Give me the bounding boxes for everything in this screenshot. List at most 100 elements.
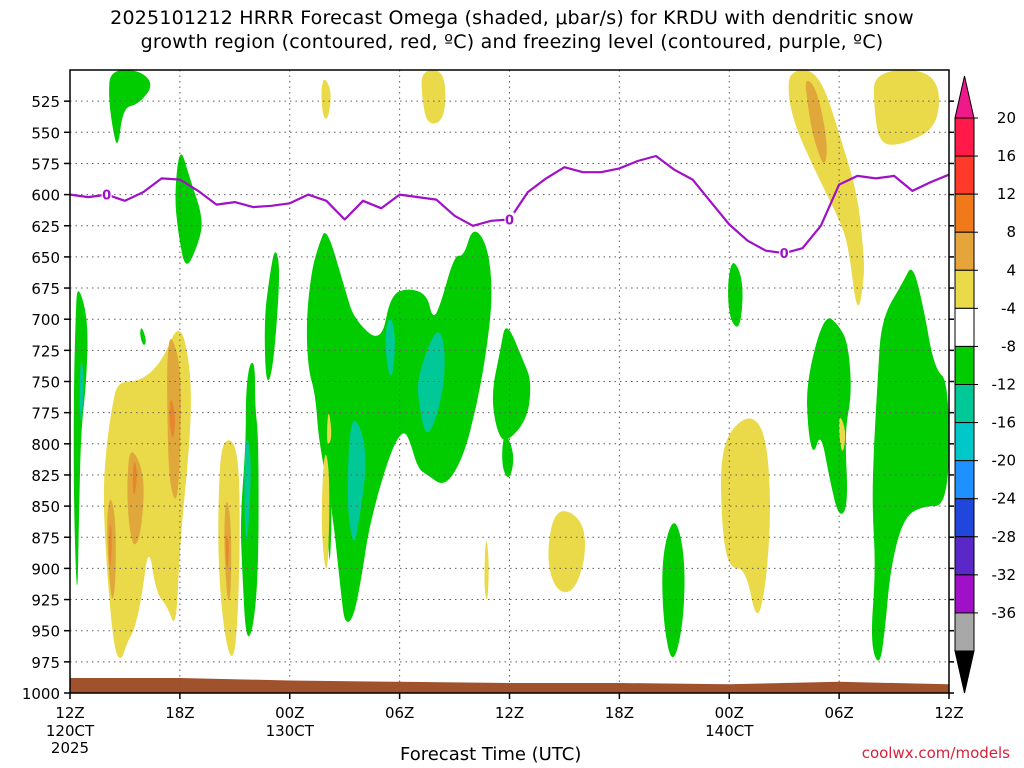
x-tick-label: 12Z xyxy=(495,704,524,722)
y-tick-label: 700 xyxy=(31,311,60,329)
omega-region-yellow xyxy=(548,511,585,593)
colorbar-label: -4 xyxy=(1001,299,1016,317)
x-tick-label: 06Z xyxy=(385,704,414,722)
freezing-label-bg xyxy=(504,212,515,227)
freezing-level-label: 0 xyxy=(102,189,111,204)
colorbar-segment xyxy=(954,498,975,538)
colorbar-label: -32 xyxy=(992,566,1017,584)
y-tick-label: 675 xyxy=(31,280,60,298)
omega-region-gold xyxy=(107,499,116,599)
colorbar-label: -24 xyxy=(992,490,1017,508)
freezing-level-contour: 0 0 0 xyxy=(69,154,950,262)
omega-region-orange xyxy=(169,400,176,438)
x-axis-label: Forecast Time (UTC) xyxy=(400,744,582,765)
colorbar-label: -8 xyxy=(1001,337,1016,355)
omega-region-yellow xyxy=(788,70,865,306)
omega-region-green xyxy=(140,328,146,345)
ground-level xyxy=(70,678,949,693)
omega-region-gold xyxy=(805,80,827,163)
omega-region-yellow xyxy=(484,541,489,600)
colorbar-segment xyxy=(954,384,975,424)
y-tick-label: 975 xyxy=(31,654,60,672)
x-tick-label: 00Z xyxy=(275,704,304,722)
omega-region-orange xyxy=(225,535,229,569)
y-tick-label: 750 xyxy=(31,374,60,392)
freezing-level-label: 0 xyxy=(780,247,789,262)
x-tick-label: 06Z xyxy=(824,704,853,722)
y-tick-label: 800 xyxy=(31,436,60,454)
omega-region-yellow xyxy=(421,70,446,124)
colorbar-label: -16 xyxy=(992,414,1017,432)
colorbar-segment xyxy=(954,231,975,271)
colorbar-segment xyxy=(954,536,975,576)
colorbar-segment xyxy=(954,345,975,385)
omega-region-teal xyxy=(385,318,395,376)
omega-region-yellow xyxy=(873,70,939,145)
y-tick-label: 925 xyxy=(31,592,60,610)
x-tick-label: 18Z xyxy=(605,704,634,722)
colorbar-segment xyxy=(954,117,975,157)
freezing-label-bg xyxy=(779,246,790,261)
omega-region-teal xyxy=(417,332,445,433)
x-tick-date: 130CT xyxy=(266,722,315,740)
x-tick-label: 12Z xyxy=(55,704,84,722)
colorbar-segment xyxy=(954,460,975,500)
colorbar-bottom-arrow xyxy=(954,650,975,694)
omega-region-orange xyxy=(108,523,112,567)
colorbar-label: 8 xyxy=(1006,223,1016,241)
omega-region-yellow xyxy=(839,418,846,451)
omega-region-yellow xyxy=(327,413,332,444)
y-tick-label: 850 xyxy=(31,498,60,516)
y-tick-label: 625 xyxy=(31,218,60,236)
y-tick-label: 900 xyxy=(31,560,60,578)
y-tick-label: 650 xyxy=(31,249,60,267)
x-tick-label: 12Z xyxy=(934,704,963,722)
colorbar-label: -28 xyxy=(992,528,1017,546)
colorbar-label: 16 xyxy=(997,147,1016,165)
omega-region-yellow xyxy=(720,418,770,614)
omega-region-teal xyxy=(79,361,84,421)
chart-title-line-1: 2025101212 HRRR Forecast Omega (shaded, … xyxy=(110,7,914,29)
omega-region-green xyxy=(492,328,531,440)
x-tick-label: 18Z xyxy=(165,704,194,722)
omega-region-green xyxy=(502,435,514,478)
colorbar-label: 12 xyxy=(997,185,1016,203)
colorbar-label: -20 xyxy=(992,452,1017,470)
omega-region-green xyxy=(728,263,743,327)
y-tick-label: 950 xyxy=(31,623,60,641)
y-tick-label: 775 xyxy=(31,405,60,423)
x-tick-date: 140CT xyxy=(705,722,754,740)
chart-title-line-2: growth region (contoured, red, ºC) and f… xyxy=(140,31,884,53)
colorbar-top-arrow xyxy=(954,75,975,119)
colorbar-label: 4 xyxy=(1006,261,1016,279)
y-tick-label: 725 xyxy=(31,342,60,360)
pressure-axis: 525 550 575 600 625 650 675 700 725 750 775 800 825 8… xyxy=(22,93,954,703)
y-tick-label: 1000 xyxy=(22,685,60,703)
omega-region-green xyxy=(109,70,151,144)
colorbar-segment xyxy=(954,307,975,347)
grid-lines xyxy=(70,70,949,693)
y-tick-label: 600 xyxy=(31,187,60,205)
omega-region-green xyxy=(73,291,88,586)
watermark: coolwx.com/models xyxy=(861,744,1010,762)
colorbar-segment xyxy=(954,574,975,614)
colorbar-segment xyxy=(954,612,975,652)
y-tick-label: 575 xyxy=(31,155,60,173)
omega-region-yellow xyxy=(321,454,330,569)
colorbar-segment xyxy=(954,193,975,233)
omega-region-green xyxy=(871,269,949,661)
omega-region-yellow xyxy=(321,79,331,119)
chart-title: 2025101212 HRRR Forecast Omega (shaded, … xyxy=(0,6,1024,54)
freezing-label-bg xyxy=(101,187,112,202)
plot-area xyxy=(70,70,949,693)
y-tick-label: 550 xyxy=(31,124,60,142)
colorbar-label: 20 xyxy=(997,109,1016,127)
colorbar-label: -12 xyxy=(992,376,1017,394)
omega-region-teal xyxy=(347,420,366,541)
y-tick-label: 875 xyxy=(31,529,60,547)
x-tick-label: 00Z xyxy=(715,704,744,722)
x-tick-date: 120CT xyxy=(46,722,95,740)
freezing-level-label: 0 xyxy=(505,214,514,229)
colorbar-segment xyxy=(954,422,975,462)
